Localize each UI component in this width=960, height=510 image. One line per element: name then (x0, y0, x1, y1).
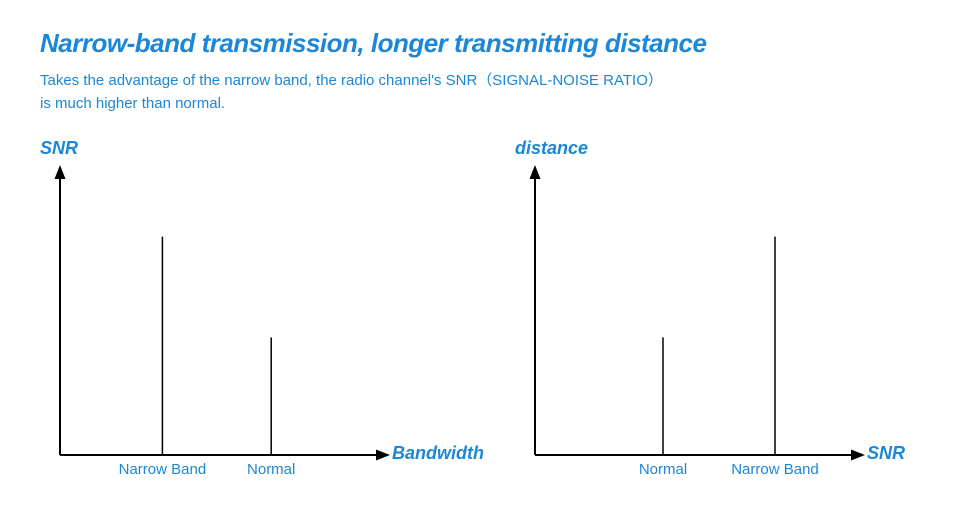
chart-right-plot: Normal Narrow Band SNR (515, 165, 920, 495)
chart-left-svg (40, 165, 440, 465)
subtitle-line-1: Takes the advantage of the narrow band, … (40, 72, 663, 89)
subtitle-line-2: is much higher than normal. (40, 95, 225, 112)
y-axis-arrow-icon (55, 165, 66, 179)
charts-row: SNR Narrow Band Normal Bandwidth distance … (40, 138, 920, 495)
x-axis-arrow-icon (851, 449, 865, 460)
chart-right: distance Normal Narrow Band SNR (515, 138, 920, 495)
x-axis-arrow-icon (376, 449, 390, 460)
xtick-0: Narrow Band (119, 461, 207, 478)
xtick-1: Normal (247, 461, 295, 478)
page-subtitle: Takes the advantage of the narrow band, … (40, 69, 920, 116)
chart-left-plot: Narrow BandNormalBandwidth (40, 165, 445, 495)
chart-left: SNR Narrow BandNormalBandwidth (40, 138, 445, 495)
chart-left-x-title: Bandwidth (392, 443, 484, 464)
chart-right-svg (515, 165, 915, 465)
xtick-0: Normal (639, 461, 687, 478)
chart-right-y-title: distance (515, 138, 920, 159)
page-title: Narrow-band transmission, longer transmi… (40, 28, 920, 59)
xtick-1: Narrow Band (731, 461, 819, 478)
y-axis-arrow-icon (530, 165, 541, 179)
chart-right-x-title: SNR (867, 443, 905, 464)
page-root: Narrow-band transmission, longer transmi… (0, 0, 960, 510)
chart-left-y-title: SNR (40, 138, 445, 159)
